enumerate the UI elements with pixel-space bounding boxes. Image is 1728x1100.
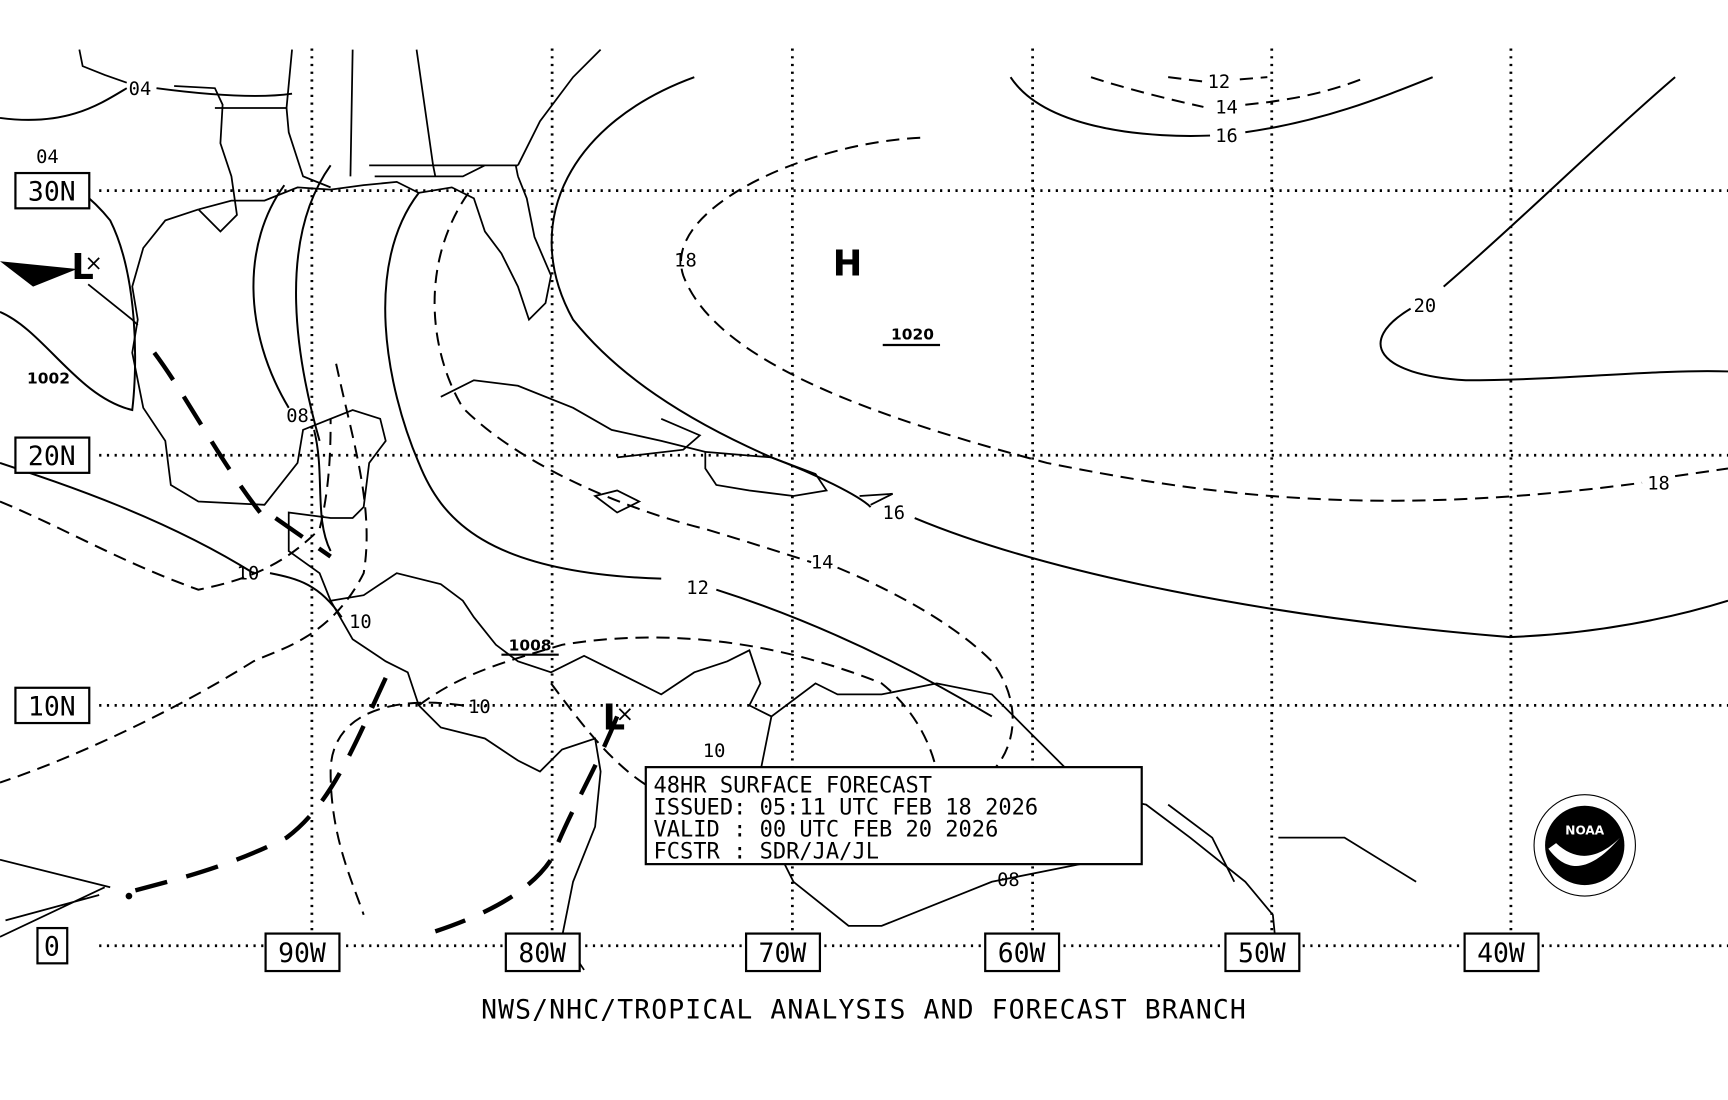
- noaa-logo: NOAA: [1533, 794, 1636, 897]
- isobar-label: 16: [882, 503, 905, 524]
- issued-time: ISSUED: 05:11 UTC FEB 18 2026: [654, 796, 1039, 821]
- isobar-label: 04: [129, 79, 152, 100]
- pressure-value: 1008: [509, 636, 552, 654]
- forecast-info-box: 48HR SURFACE FORECAST ISSUED: 05:11 UTC …: [644, 766, 1143, 866]
- low-pressure-symbol: L: [603, 698, 625, 739]
- longitude-labels: 90W 80W 70W 60W 50W 40W: [264, 932, 1540, 973]
- lat-label: 30N: [28, 177, 76, 208]
- noaa-logo-text: NOAA: [1565, 823, 1604, 837]
- lon-label: 80W: [518, 938, 566, 969]
- isobar-label: 08: [997, 870, 1020, 891]
- isobar-label: 14: [1215, 98, 1238, 119]
- stationary-front-symbol: [0, 858, 111, 938]
- isobar-label: 12: [686, 578, 709, 599]
- isobar-label: 16: [1215, 126, 1238, 147]
- lat-label: 0: [44, 932, 60, 963]
- pressure-value: 1002: [27, 370, 70, 388]
- lat-label: 10N: [28, 691, 76, 722]
- isobar-label: 04: [36, 147, 59, 168]
- isobar-label: 12: [1208, 72, 1231, 93]
- isobar-label: 10: [349, 612, 372, 633]
- isobars: [0, 76, 1728, 916]
- isobar-label: 18: [1647, 473, 1670, 494]
- lon-label: 60W: [998, 938, 1046, 969]
- cold-front-triangle: [0, 261, 78, 287]
- isobar-label: 20: [1414, 296, 1437, 317]
- forecast-title: 48HR SURFACE FORECAST: [654, 773, 933, 798]
- pressure-centers: L 1002 H 1020 L 1008: [27, 244, 941, 739]
- low-center-x-icon: [618, 708, 631, 721]
- lat-label: 20N: [28, 441, 76, 472]
- valid-time: VALID : 00 UTC FEB 20 2026: [654, 818, 999, 843]
- isobar-label: 10: [468, 697, 491, 718]
- high-pressure-symbol: H: [833, 244, 863, 285]
- lat-lon-grid: [99, 48, 1728, 948]
- lon-label: 50W: [1238, 938, 1286, 969]
- pressure-value: 1020: [891, 325, 934, 343]
- isobar-label: 14: [811, 553, 834, 574]
- footer-credit: NWS/NHC/TROPICAL ANALYSIS AND FORECAST B…: [481, 994, 1247, 1025]
- latitude-labels: 30N 20N 10N 0: [14, 171, 91, 965]
- lon-label: 70W: [759, 938, 807, 969]
- forecasters: FCSTR : SDR/JA/JL: [654, 840, 879, 865]
- isobar-label: 08: [286, 406, 309, 427]
- isobar-label: 18: [674, 251, 697, 272]
- lon-label: 90W: [278, 938, 326, 969]
- isobar-label: 10: [237, 564, 260, 585]
- isobar-labels: 04 04 08 10 10 10 10 12 14 16 18 18 20 1…: [36, 72, 1670, 891]
- lon-label: 40W: [1477, 938, 1525, 969]
- low-center-x-icon: [87, 257, 100, 270]
- troughs-and-fronts: [0, 261, 620, 938]
- isobar-label: 10: [703, 741, 726, 762]
- low-pressure-symbol: L: [71, 247, 93, 288]
